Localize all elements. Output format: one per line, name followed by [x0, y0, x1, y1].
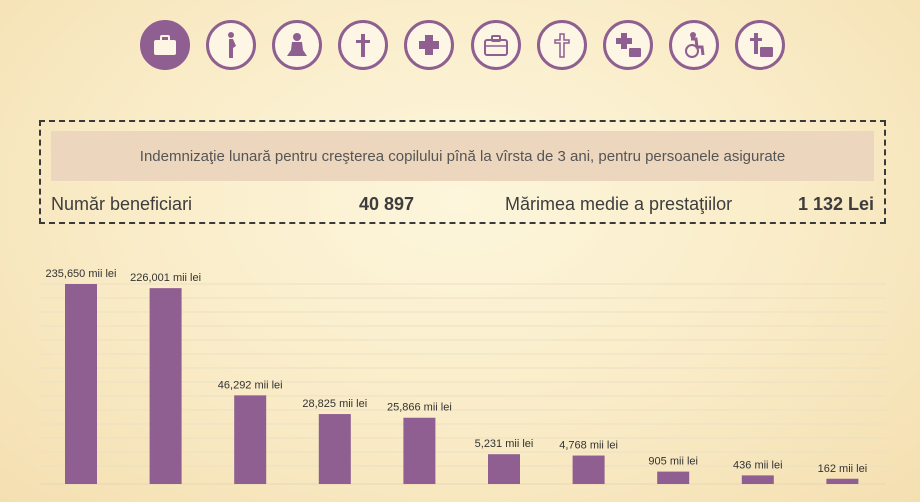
- child-icon: [287, 33, 307, 56]
- wheelchair-button[interactable]: [669, 20, 719, 70]
- medical-cross-icon: [419, 35, 439, 55]
- bar-label-7: 905 mii lei: [648, 456, 698, 468]
- bar-label-4: 25,866 mii lei: [387, 402, 452, 414]
- bar-2[interactable]: [234, 395, 267, 484]
- bar-label-8: 436 mii lei: [733, 459, 783, 471]
- pregnant-woman-button[interactable]: [206, 20, 256, 70]
- bar-label-0: 235,650 mii lei: [46, 268, 117, 280]
- bar-4[interactable]: [403, 417, 436, 484]
- bar-6[interactable]: [572, 455, 605, 484]
- cross-briefcase-icon: [750, 33, 773, 57]
- cross-outline-icon: [554, 33, 570, 58]
- briefcase-button[interactable]: [140, 20, 190, 70]
- briefcase-icon: [154, 35, 176, 55]
- bar-8[interactable]: [741, 475, 774, 484]
- medical-cross-briefcase-icon: [616, 33, 641, 57]
- medical-cross-briefcase-button[interactable]: [603, 20, 653, 70]
- benefit-description: Indemnizaţie lunară pentru creşterea cop…: [51, 131, 874, 181]
- bar-label-1: 226,001 mii lei: [130, 272, 201, 284]
- benefit-info-box: Indemnizaţie lunară pentru creşterea cop…: [39, 120, 886, 224]
- cross-icon: [356, 34, 370, 57]
- average-benefit-value: 1 132 Lei: [797, 194, 874, 214]
- bar-label-5: 5,231 mii lei: [475, 438, 534, 450]
- bar-1[interactable]: [149, 288, 182, 484]
- beneficiaries-value: 40 897: [359, 194, 415, 214]
- bar-label-6: 4,768 mii lei: [559, 440, 618, 452]
- cross-outline-button[interactable]: [537, 20, 587, 70]
- bar-label-3: 28,825 mii lei: [302, 398, 367, 410]
- average-benefit-label: Mărimea medie a prestaţiilor: [505, 194, 733, 214]
- bar-label-2: 46,292 mii lei: [218, 379, 283, 391]
- briefcase-outline-icon: [484, 35, 508, 56]
- expenditure-bar-chart: 235,650 mii lei 226,001 mii lei 46,292 mii…: [40, 268, 886, 485]
- wheelchair-icon: [685, 32, 705, 58]
- bar-label-9: 162 mii lei: [818, 463, 868, 475]
- bar-3[interactable]: [318, 414, 351, 484]
- bar-5[interactable]: [488, 454, 520, 484]
- bar-7[interactable]: [657, 471, 690, 484]
- pregnant-woman-icon: [228, 32, 236, 58]
- category-icon-bar: [0, 20, 920, 80]
- briefcase-outline-button[interactable]: [471, 20, 521, 70]
- medical-cross-button[interactable]: [404, 20, 454, 70]
- child-button[interactable]: [272, 20, 322, 70]
- cross-briefcase-button[interactable]: [735, 20, 785, 70]
- cross-button[interactable]: [338, 20, 388, 70]
- bar-9[interactable]: [826, 478, 859, 484]
- beneficiaries-label: Număr beneficiari: [51, 194, 193, 214]
- bar-0[interactable]: [65, 284, 97, 484]
